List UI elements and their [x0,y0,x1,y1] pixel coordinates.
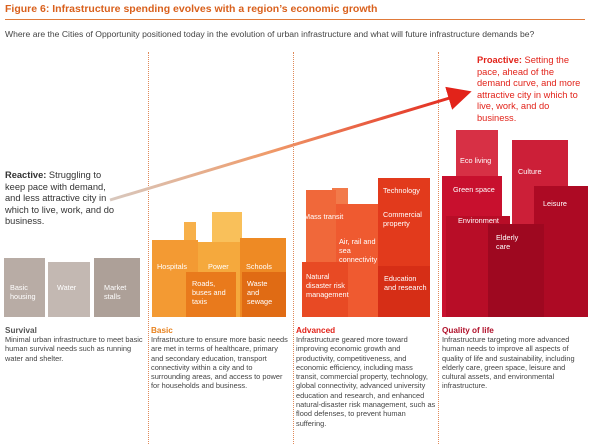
basic-description: Infrastructure to ensure more basic need… [151,335,291,391]
proactive-note: Proactive: Setting the pace, ahead of th… [477,55,589,124]
reactive-note: Reactive: Struggling to keep pace with d… [5,170,120,228]
quality-title: Quality of life [442,326,587,335]
label-schools: Schools [246,262,282,271]
basic-title: Basic [151,326,291,335]
label-basic-housing: Basic housing [10,283,44,301]
quality-description: Infrastructure targeting more advanced h… [442,335,587,391]
quality-section: Quality of life Infrastructure targeting… [442,326,587,391]
reactive-lead: Reactive: [5,170,46,180]
survival-description: Minimal urban infrastructure to meet bas… [5,335,143,363]
label-commercial-property: Commercial property [383,210,429,228]
label-hospitals: Hospitals [157,262,197,271]
label-waste: Waste and sewage [247,279,281,306]
basic-section: Basic Infrastructure to ensure more basi… [151,326,291,391]
advanced-description: Infrastructure geared more toward improv… [296,335,436,428]
label-leisure: Leisure [543,199,583,208]
label-environment: Environment [458,216,504,225]
label-air-rail-sea: Air, rail and sea connectivity [339,237,381,264]
label-technology: Technology [383,186,429,195]
label-eco-living: Eco living [460,156,500,165]
survival-section: Survival Minimal urban infrastructure to… [5,326,143,363]
label-water: Water [57,283,87,292]
label-market-stalls: Market stalls [104,283,134,301]
label-green-space: Green space [453,185,499,194]
advanced-section: Advanced Infrastructure geared more towa… [296,326,436,428]
label-education-research: Education and research [384,274,430,292]
label-culture: Culture [518,167,558,176]
advanced-title: Advanced [296,326,436,335]
survival-title: Survival [5,326,143,335]
label-power: Power [208,262,238,271]
label-roads: Roads, buses and taxis [192,279,226,306]
label-mass-transit: Mass transit [304,212,350,221]
label-natural-disaster: Natural disaster risk management [306,272,348,299]
proactive-lead: Proactive: [477,55,522,65]
label-elderly-care: Elderly care [496,233,530,251]
proactive-text: Setting the pace, ahead of the demand cu… [477,55,580,123]
